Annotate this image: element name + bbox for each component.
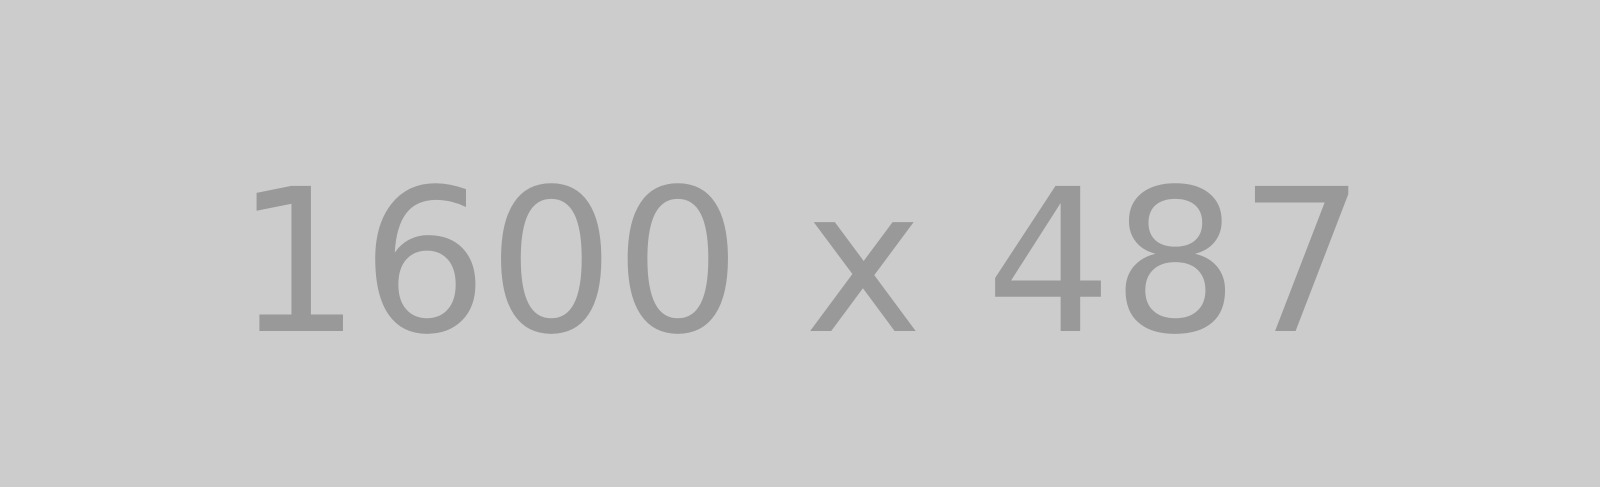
- dimensions-label: 1600 x 487: [234, 146, 1366, 378]
